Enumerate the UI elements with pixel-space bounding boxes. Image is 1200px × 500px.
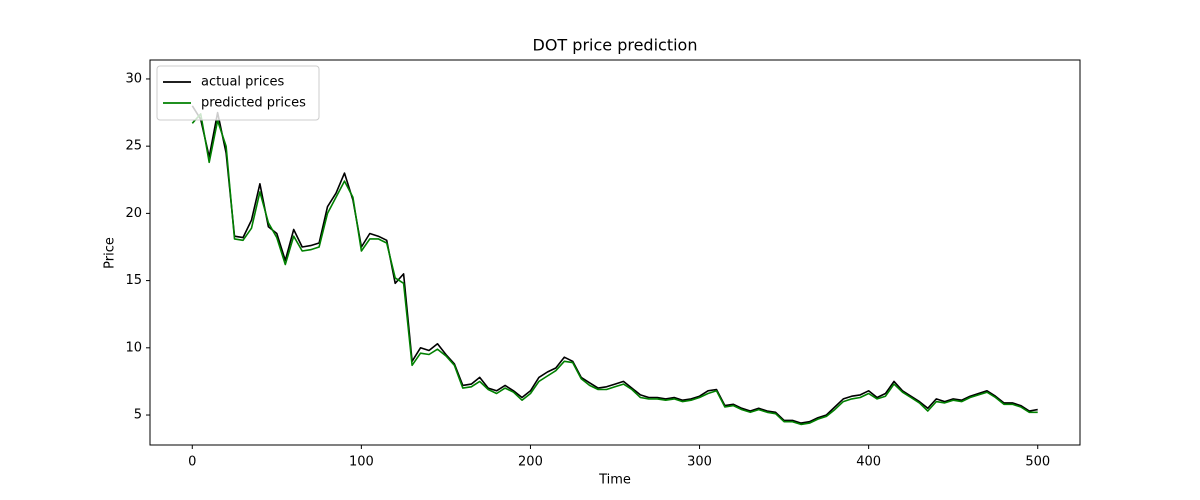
x-tick-label: 100 <box>349 455 374 470</box>
series-line <box>191 105 1038 424</box>
y-tick-label: 10 <box>125 340 142 355</box>
y-tick-label: 25 <box>125 139 142 154</box>
x-tick-label: 200 <box>518 455 543 470</box>
y-tick-label: 5 <box>134 408 142 423</box>
x-axis-label: Time <box>598 473 631 488</box>
legend-label: predicted prices <box>201 96 306 111</box>
x-tick-label: 400 <box>856 455 881 470</box>
legend-label: actual prices <box>201 75 285 90</box>
x-tick-label: 500 <box>1025 455 1050 470</box>
plot-frame <box>149 59 1081 446</box>
y-tick-label: 20 <box>125 206 142 221</box>
legend-box <box>156 65 320 121</box>
y-tick-label: 30 <box>125 71 142 86</box>
chart-title: DOT price prediction <box>533 36 698 55</box>
x-tick-label: 300 <box>687 455 712 470</box>
y-tick-label: 15 <box>125 273 142 288</box>
x-tick-label: 0 <box>188 455 196 470</box>
y-axis-label: Price <box>103 237 118 269</box>
series-line <box>191 113 1038 426</box>
